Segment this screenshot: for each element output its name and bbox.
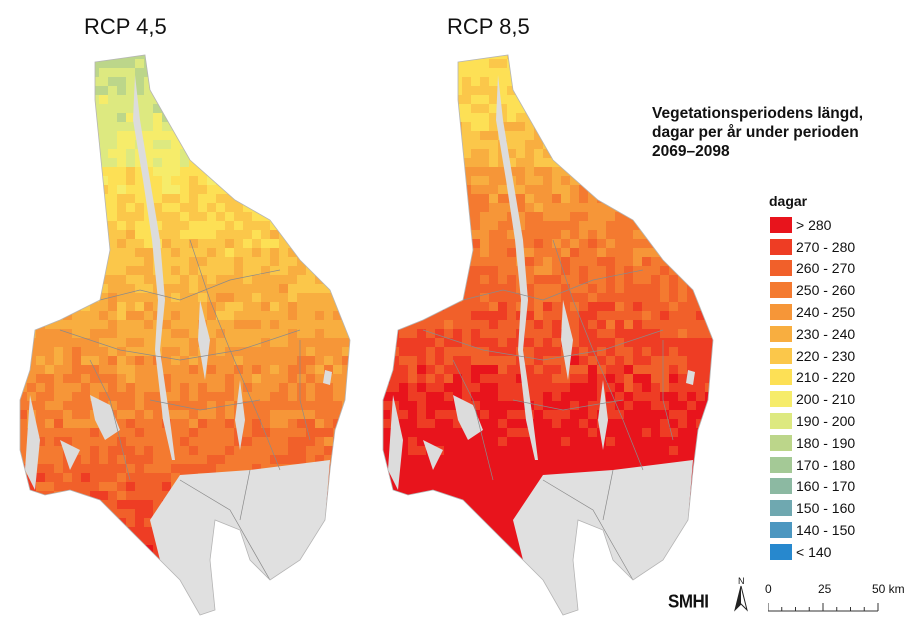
municipal-border	[462, 269, 644, 301]
municipal-border	[189, 239, 281, 471]
lake	[598, 380, 608, 450]
legend-item: 240 - 250	[770, 301, 855, 323]
municipal-border	[59, 329, 301, 361]
legend-item: 180 - 190	[770, 432, 855, 454]
legend-label: 140 - 150	[796, 522, 856, 539]
legend-swatch	[770, 434, 792, 451]
legend-swatch	[770, 543, 792, 560]
legend-label: 220 - 230	[796, 347, 856, 364]
legend-swatch	[770, 304, 792, 321]
lake	[453, 395, 483, 440]
legend-label: > 280	[796, 216, 832, 233]
legend-label: 270 - 280	[796, 238, 856, 255]
legend-swatch	[770, 391, 792, 408]
legend-swatch	[770, 478, 792, 495]
legend-label: 180 - 190	[796, 434, 856, 451]
municipal-border	[422, 329, 664, 361]
legend-label: 250 - 260	[796, 282, 856, 299]
lake	[323, 370, 332, 385]
legend-swatch	[770, 238, 792, 255]
municipal-border	[552, 239, 644, 471]
legend-label: 150 - 160	[796, 500, 856, 517]
legend-item: 190 - 200	[770, 410, 855, 432]
legend-item: 270 - 280	[770, 236, 855, 258]
municipal-border	[89, 359, 131, 481]
lake	[25, 395, 40, 490]
legend-item: 220 - 230	[770, 345, 855, 367]
lake	[235, 380, 245, 450]
legend-swatch	[770, 456, 792, 473]
legend: > 280 270 - 280 260 - 270 250 - 260 240 - 25…	[770, 214, 855, 563]
lake	[388, 395, 403, 490]
lake	[198, 300, 210, 380]
municipal-border	[452, 359, 494, 481]
outside-area	[150, 460, 330, 615]
legend-label: 170 - 180	[796, 456, 856, 473]
legend-label: 160 - 170	[796, 478, 856, 495]
legend-swatch	[770, 522, 792, 539]
lake	[423, 440, 443, 470]
legend-unit: dagar	[769, 193, 808, 209]
lake	[561, 300, 573, 380]
legend-item: 140 - 150	[770, 519, 855, 541]
legend-item: < 140	[770, 541, 855, 563]
municipal-border	[542, 479, 634, 581]
legend-item: 250 - 260	[770, 279, 855, 301]
legend-swatch	[770, 260, 792, 277]
legend-swatch	[770, 500, 792, 517]
lake	[60, 440, 80, 470]
municipal-border	[602, 469, 614, 521]
legend-label: 260 - 270	[796, 260, 856, 277]
legend-heading: Vegetationsperiodens längd, dagar per år…	[652, 105, 864, 160]
municipal-border	[149, 399, 261, 411]
municipal-border	[512, 399, 624, 411]
map-rcp45	[20, 55, 350, 615]
legend-item: 200 - 210	[770, 388, 855, 410]
legend-label: 200 - 210	[796, 391, 856, 408]
legend-swatch	[770, 413, 792, 430]
legend-swatch	[770, 216, 792, 233]
legend-label: 240 - 250	[796, 304, 856, 321]
north-arrow-icon	[734, 585, 748, 612]
lake	[133, 75, 175, 460]
outside-area	[513, 460, 693, 615]
legend-item: 210 - 220	[770, 367, 855, 389]
scale-label-0: 0	[765, 582, 772, 596]
municipal-border	[299, 340, 311, 441]
smhi-logo: SMHI	[668, 591, 709, 612]
scale-label-50: 50 km	[872, 582, 905, 596]
legend-swatch	[770, 347, 792, 364]
legend-swatch	[770, 325, 792, 342]
legend-swatch	[770, 282, 792, 299]
map-title-rcp45: RCP 4,5	[84, 14, 167, 39]
municipal-border	[99, 269, 281, 301]
lake	[686, 370, 695, 385]
legend-label: 190 - 200	[796, 413, 856, 430]
scale-bar	[768, 603, 879, 612]
legend-label: < 140	[796, 543, 832, 560]
legend-swatch	[770, 369, 792, 386]
lake	[90, 395, 120, 440]
legend-label: 230 - 240	[796, 325, 856, 342]
municipal-border	[179, 479, 271, 581]
legend-label: 210 - 220	[796, 369, 856, 386]
legend-item: 170 - 180	[770, 454, 855, 476]
legend-item: > 280	[770, 214, 855, 236]
municipal-border	[662, 340, 674, 441]
scale-label-25: 25	[818, 582, 832, 596]
map-title-rcp85: RCP 8,5	[447, 14, 530, 39]
north-label: N	[738, 576, 745, 586]
legend-item: 150 - 160	[770, 497, 855, 519]
legend-item: 160 - 170	[770, 476, 855, 498]
lake	[496, 75, 538, 460]
municipal-border	[239, 469, 251, 521]
legend-item: 230 - 240	[770, 323, 855, 345]
legend-item: 260 - 270	[770, 258, 855, 280]
